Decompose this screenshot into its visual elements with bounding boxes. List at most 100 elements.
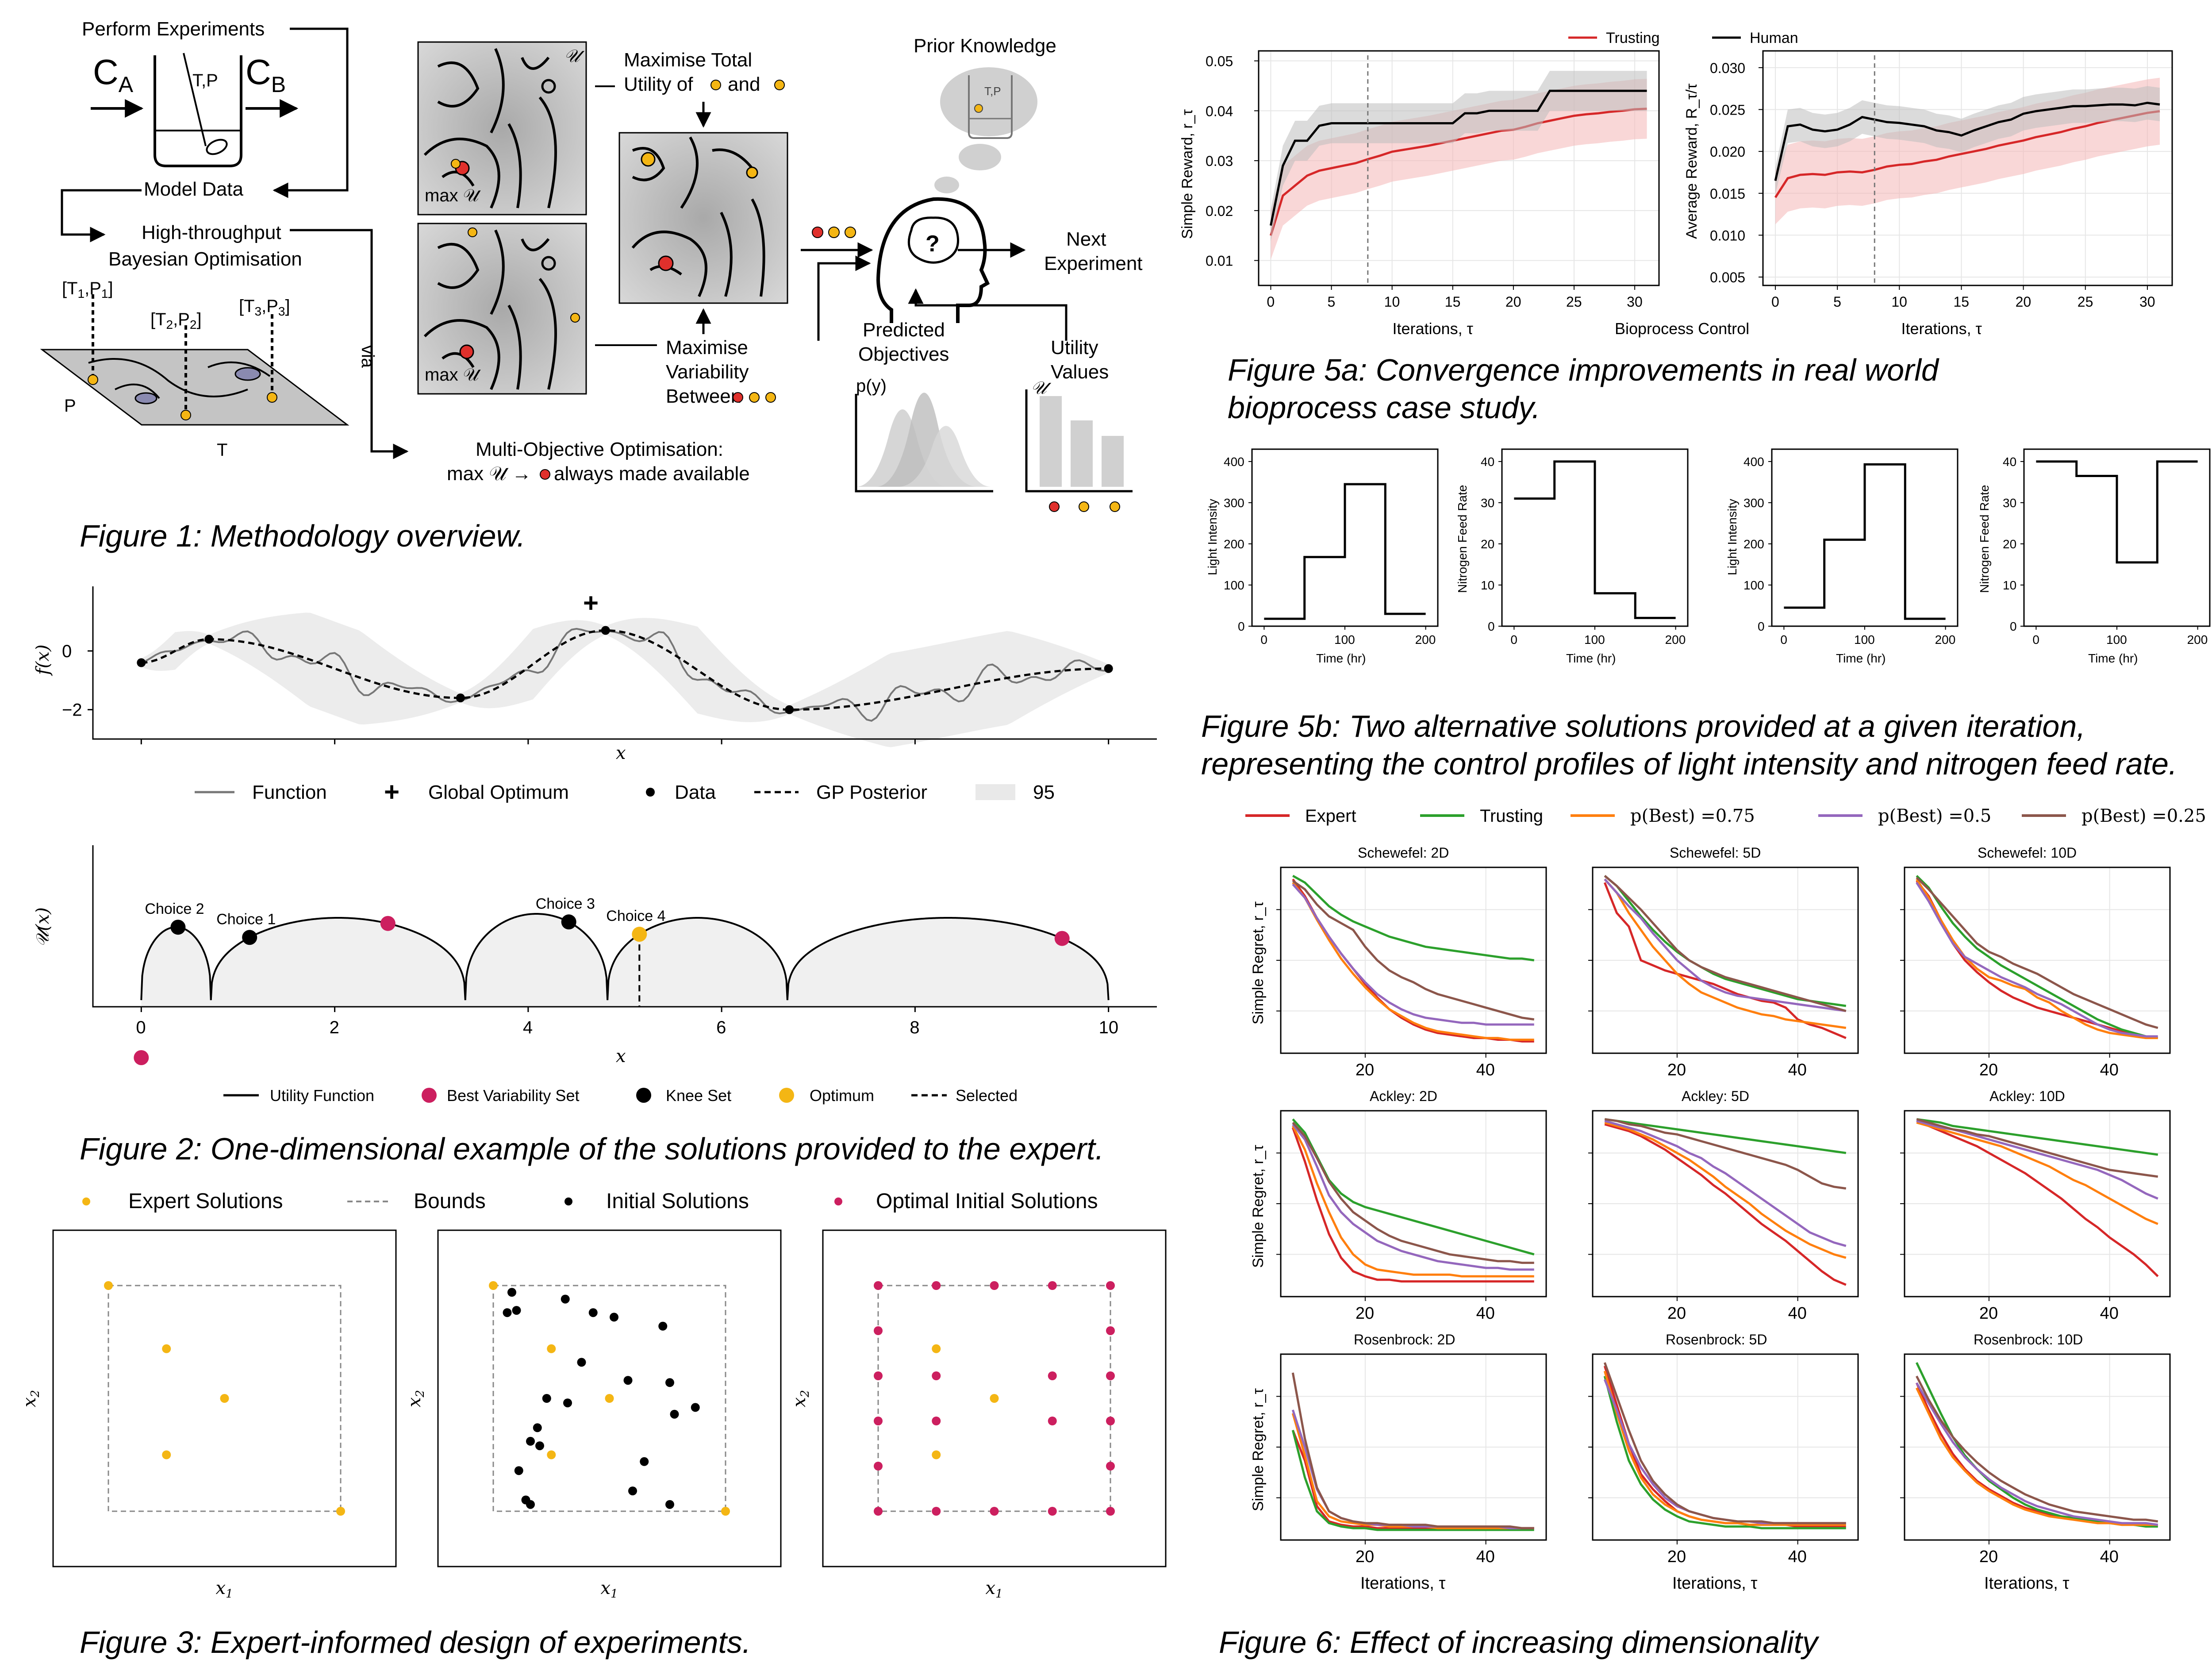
series-0 bbox=[1291, 1127, 1534, 1283]
optimal-point bbox=[932, 1507, 941, 1516]
ca-label: CA bbox=[93, 52, 134, 97]
x-tick-label: 40 bbox=[1476, 1304, 1495, 1323]
band-human bbox=[1271, 71, 1647, 242]
svg-text:p(y): p(y) bbox=[856, 376, 887, 396]
panel-title: Rosenbrock: 5D bbox=[1666, 1332, 1767, 1348]
x-tick-label: 15 bbox=[1445, 294, 1461, 310]
max-var-line1: Maximise bbox=[666, 337, 748, 358]
y-tick-label: 100 bbox=[1743, 578, 1764, 592]
initial-point bbox=[512, 1306, 521, 1315]
expert-point bbox=[489, 1281, 498, 1290]
x-axis-label: Iterations, τ bbox=[1672, 1574, 1757, 1593]
y-tick-label: 0.005 bbox=[1710, 270, 1745, 285]
series-1 bbox=[1916, 1118, 2158, 1156]
x-tick-label: 25 bbox=[2078, 294, 2093, 310]
figure-5a-convergence: Trusting Human 0.01 0.02 0.03 0.04 0.05 0 5 10 1… bbox=[1179, 30, 2173, 425]
y-tick-label: 0.025 bbox=[1710, 102, 1745, 118]
pred-line2: Objectives bbox=[858, 343, 949, 365]
regret-panel-6: 20 40 Ackley: 10D bbox=[1900, 1088, 2171, 1323]
x-tick-label: 15 bbox=[1953, 294, 1969, 310]
step-profile bbox=[1784, 463, 1946, 620]
initial-point bbox=[503, 1308, 512, 1317]
y-axis-label: x2 bbox=[404, 1390, 427, 1407]
series-2 bbox=[1916, 1387, 2158, 1526]
doe-panel-3: x1 x2 bbox=[789, 1229, 1167, 1601]
x-tick-label: 0 bbox=[2032, 633, 2039, 647]
svg-text:?: ? bbox=[926, 231, 940, 257]
series-0 bbox=[1291, 1429, 1534, 1529]
optimal-point bbox=[1106, 1417, 1115, 1425]
legend-expert-solutions: Expert Solutions bbox=[128, 1190, 283, 1213]
y-axis-label: Simple Reward, r_τ bbox=[1179, 109, 1196, 239]
x-tick-label: 40 bbox=[1788, 1548, 1807, 1566]
axes bbox=[92, 845, 1157, 1008]
max-u-bottom: max 𝒰 bbox=[425, 365, 481, 385]
optimal-point bbox=[1048, 1417, 1057, 1425]
function-line bbox=[141, 628, 1109, 722]
point-label-3: [T3,P3] bbox=[239, 296, 290, 318]
x-tick-label: 40 bbox=[1788, 1304, 1807, 1323]
best-variability-point bbox=[134, 1050, 149, 1065]
legend-bounds: Bounds bbox=[414, 1190, 486, 1213]
max-total-line2: Utility of bbox=[624, 73, 693, 95]
series-4 bbox=[1916, 877, 2158, 1029]
x-tick-label: 40 bbox=[1476, 1548, 1495, 1566]
series-1 bbox=[1604, 1118, 1847, 1154]
legend-function: Function bbox=[252, 782, 327, 803]
simple-reward-chart: 0.01 0.02 0.03 0.04 0.05 0 5 10 15 20 25 30 Iteratio… bbox=[1179, 50, 1660, 338]
series-3 bbox=[1603, 1379, 1846, 1525]
optimal-point bbox=[874, 1281, 883, 1290]
x-tick-label: 200 bbox=[1415, 633, 1436, 647]
f3-legend: Expert Solutions Bounds Initial Solution… bbox=[82, 1190, 1098, 1213]
expert-point bbox=[336, 1507, 345, 1516]
expert-point bbox=[547, 1344, 556, 1353]
choice-label: Choice 4 bbox=[606, 908, 665, 924]
series-0 bbox=[1603, 1365, 1846, 1528]
control-profile-1: 0 100 200 300 400 0 100 200 Time (hr) Light Inten… bbox=[1206, 448, 1439, 665]
choice-label: Choice 1 bbox=[216, 911, 276, 928]
x-axis-label: x1 bbox=[986, 1578, 1003, 1601]
optimal-point bbox=[932, 1417, 941, 1425]
utility-line1: Utility bbox=[1051, 337, 1098, 358]
x-tick-label: 20 bbox=[1356, 1548, 1374, 1566]
initial-point bbox=[665, 1378, 674, 1387]
y-tick-label: 0.01 bbox=[1206, 253, 1233, 269]
y-axis-label: 𝒰(x) bbox=[33, 907, 53, 947]
x-tick-label: 0 bbox=[1780, 633, 1787, 647]
series-1 bbox=[1292, 874, 1535, 962]
y-tick-label: 400 bbox=[1743, 455, 1764, 469]
series-3 bbox=[1604, 1120, 1847, 1247]
figure1-caption: Figure 1: Methodology overview. bbox=[80, 519, 526, 553]
svg-text:+: + bbox=[384, 777, 399, 807]
f6-panels: 20 40 Schewefel: 2D Simple Regret, r_τ 20 40 S… bbox=[1250, 845, 2171, 1593]
initial-point bbox=[535, 1441, 544, 1451]
y-tick-label: 100 bbox=[1224, 578, 1244, 592]
x-axis-label: Iterations, τ bbox=[1393, 320, 1473, 338]
series-2 bbox=[1916, 1121, 2158, 1225]
x-axis-label: Time (hr) bbox=[1566, 651, 1616, 665]
series-2 bbox=[1604, 1121, 1847, 1259]
y-axis-label: Simple Regret, r_τ bbox=[1250, 1144, 1267, 1268]
series-3 bbox=[1916, 882, 2158, 1038]
initial-point bbox=[514, 1466, 523, 1475]
expert-point bbox=[932, 1450, 941, 1459]
doe-panel-1: x1 x2 bbox=[19, 1229, 397, 1601]
x-axis-label: Iterations, τ bbox=[1901, 320, 1982, 338]
initial-point bbox=[658, 1321, 668, 1331]
initial-point bbox=[526, 1436, 535, 1446]
expert-point bbox=[605, 1394, 614, 1403]
series-0 bbox=[1915, 1382, 2158, 1528]
y-tick-label: −2 bbox=[62, 701, 82, 720]
panel-title: Schewefel: 10D bbox=[1978, 845, 2077, 861]
x-tick-label: 20 bbox=[1667, 1548, 1686, 1566]
series-1 bbox=[1916, 875, 2158, 1040]
x-tick-label: 4 bbox=[523, 1018, 533, 1037]
reactor-icon: T,P bbox=[154, 53, 242, 167]
x-tick-label: 20 bbox=[1356, 1061, 1374, 1079]
series-4 bbox=[1292, 1122, 1534, 1264]
x-tick-label: 6 bbox=[716, 1018, 726, 1037]
x-tick-label: 200 bbox=[2187, 633, 2208, 647]
x-axis-label: Time (hr) bbox=[2088, 651, 2138, 665]
knee-point bbox=[561, 914, 576, 930]
